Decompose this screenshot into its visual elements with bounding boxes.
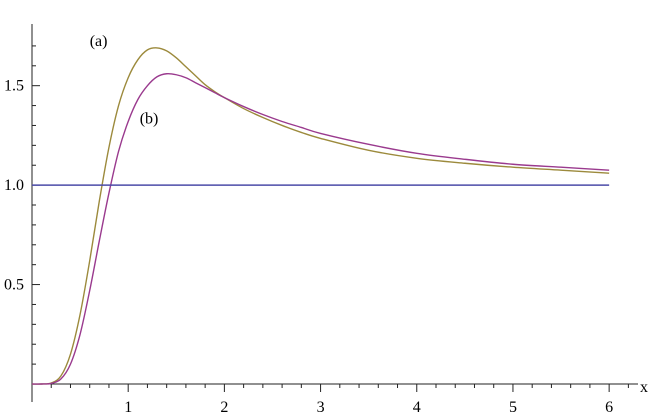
x-tick-label: 4 <box>413 399 421 414</box>
series-annotation: (a) <box>90 33 108 50</box>
axes <box>31 24 638 402</box>
x-tick-label: 2 <box>220 399 228 414</box>
series-lines <box>31 47 610 385</box>
x-tick-label: 6 <box>605 399 613 414</box>
series-line-a <box>31 47 610 385</box>
series-line-b <box>31 72 610 385</box>
series-annotation: (b) <box>140 110 159 127</box>
y-tick-label: 1.0 <box>4 177 24 194</box>
series-annotations: (a) (b) <box>90 33 159 128</box>
x-axis-label: x <box>640 379 648 396</box>
x-tick-label: 5 <box>509 399 517 414</box>
x-tick-label: 1 <box>124 399 132 414</box>
y-tick-label: 1.5 <box>4 78 24 95</box>
axis-tick-labels: 1 2 3 4 5 6 0.5 1.0 1.5 <box>4 78 613 414</box>
x-tick-label: 3 <box>317 399 325 414</box>
axis-ticks <box>32 45 629 392</box>
y-tick-label: 0.5 <box>4 277 24 294</box>
